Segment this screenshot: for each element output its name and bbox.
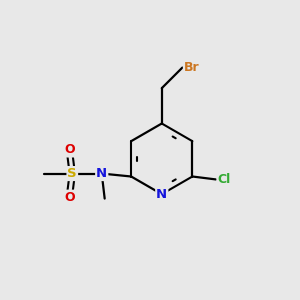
Text: N: N	[156, 188, 167, 201]
Text: Br: Br	[184, 61, 200, 74]
Text: O: O	[64, 143, 75, 157]
Text: Cl: Cl	[218, 173, 231, 186]
Text: N: N	[96, 167, 107, 180]
Text: O: O	[64, 190, 75, 204]
Text: S: S	[68, 167, 77, 180]
